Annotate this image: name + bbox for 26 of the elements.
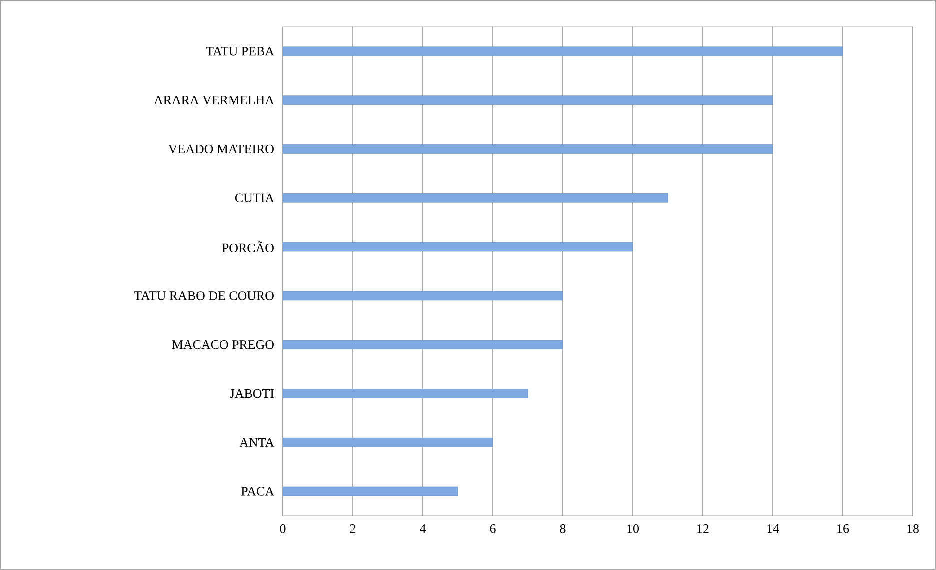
y-tick-label: TATU RABO DE COURO [134,292,274,300]
x-tick-label: 10 [628,524,639,534]
bar [283,96,774,105]
x-tick-label: 4 [420,524,426,534]
bar [283,144,774,154]
bar [283,389,528,398]
y-tick-label: MACACO PREGO [172,340,274,350]
x-tick-label: 12 [698,524,709,534]
y-tick-label: PACA [242,487,274,496]
x-tick-label: 14 [768,524,780,534]
bar [283,193,668,203]
y-tick-label: CUTIA [235,194,274,202]
x-tick-label: 6 [490,524,496,534]
x-tick-label: 0 [280,524,286,534]
y-tick-label: PORCÃO [222,242,274,253]
y-tick-label: ARARA VERMELHA [154,96,274,105]
x-tick-label: 18 [908,524,919,534]
bar [283,340,564,350]
y-tick-label: TATU PEBA [206,47,274,56]
y-tick-label: VEADO MATEIRO [168,144,274,154]
bar [283,438,494,448]
y-tick-label: JABOTI [230,389,274,398]
x-tick-label: 8 [560,524,566,534]
x-tick-label: 2 [350,524,356,534]
x-tick-label: 16 [838,524,850,534]
y-tick-label: ANTA [240,438,274,447]
